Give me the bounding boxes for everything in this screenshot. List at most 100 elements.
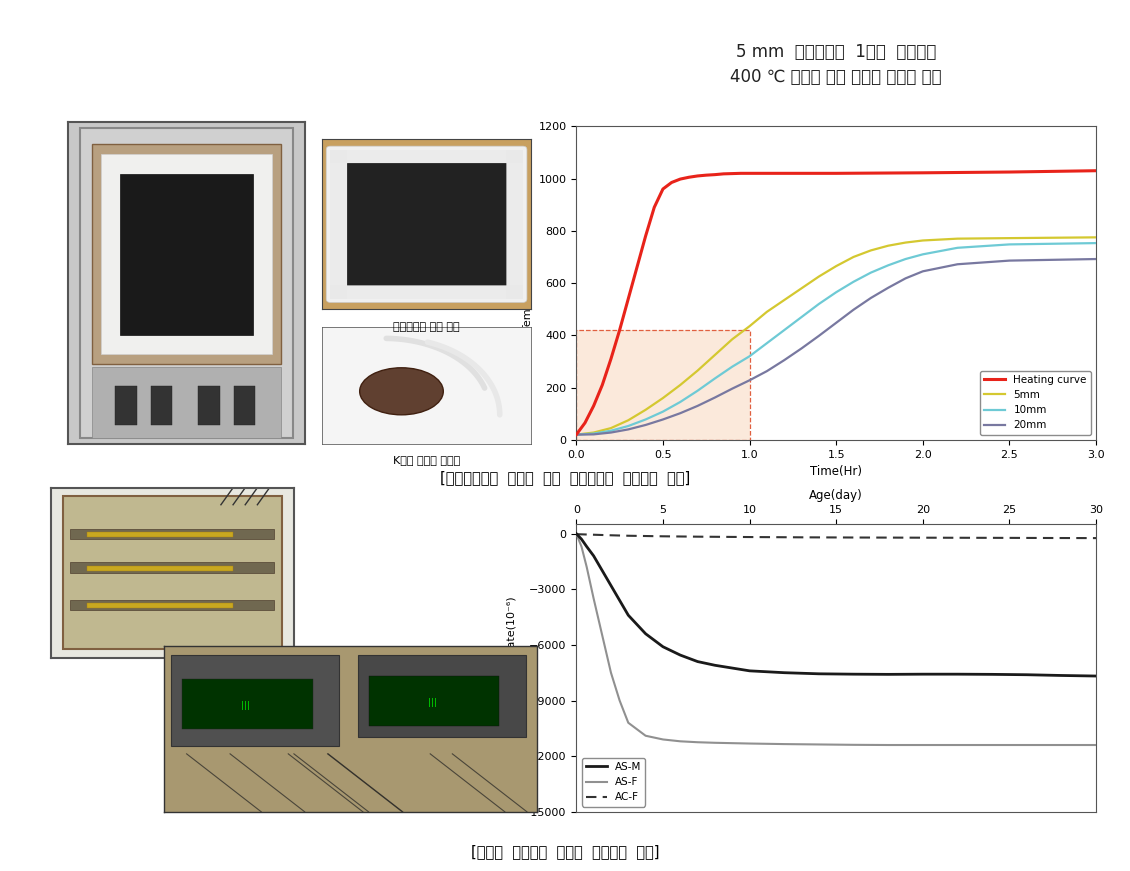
Legend: AS-M, AS-F, AC-F: AS-M, AS-F, AC-F bbox=[582, 758, 645, 807]
Text: 400 ℃ 이하로 내열 성능이 우수함 확인: 400 ℃ 이하로 내열 성능이 우수함 확인 bbox=[730, 68, 942, 85]
Bar bbox=[234, 386, 255, 425]
Text: 세라크울로 틈새 처리: 세라크울로 틈새 처리 bbox=[393, 322, 460, 332]
Bar bbox=[92, 367, 281, 438]
Heating curve bbox=[657, 184, 670, 194]
AC-F bbox=[690, 531, 704, 542]
Line: Heating curve: Heating curve bbox=[576, 171, 1096, 435]
Heating curve bbox=[829, 168, 843, 179]
AC-F bbox=[846, 532, 860, 543]
20mm bbox=[864, 293, 878, 303]
20mm bbox=[725, 383, 739, 394]
Heating curve bbox=[638, 231, 652, 241]
Bar bbox=[115, 386, 137, 425]
Heating curve bbox=[605, 354, 618, 364]
AC-F bbox=[570, 529, 583, 539]
Heating curve bbox=[709, 169, 722, 180]
AS-M bbox=[916, 669, 930, 679]
AS-M bbox=[725, 663, 739, 673]
10mm bbox=[1002, 240, 1016, 250]
5mm bbox=[777, 294, 791, 306]
Line: 20mm: 20mm bbox=[576, 259, 1096, 435]
20mm bbox=[1089, 253, 1103, 264]
AS-M bbox=[622, 610, 635, 620]
AC-F bbox=[586, 530, 600, 540]
20mm bbox=[794, 343, 808, 354]
AS-M bbox=[846, 669, 860, 679]
Bar bbox=[87, 604, 233, 608]
AS-M bbox=[1089, 671, 1103, 681]
X-axis label: Time(Hr): Time(Hr) bbox=[810, 465, 862, 478]
Heating curve bbox=[716, 169, 730, 179]
20mm bbox=[846, 305, 860, 315]
AS-M bbox=[638, 629, 652, 639]
Line: 5mm: 5mm bbox=[576, 238, 1096, 435]
10mm bbox=[846, 277, 860, 287]
AS-F bbox=[596, 631, 609, 641]
AC-F bbox=[742, 532, 756, 543]
AS-M bbox=[690, 657, 704, 667]
X-axis label: Age(day): Age(day) bbox=[809, 489, 863, 502]
10mm bbox=[829, 287, 843, 298]
Text: [전기가열로를  이용한  내화  모르타르의  이면온도  측정]: [전기가열로를 이용한 내화 모르타르의 이면온도 측정] bbox=[440, 469, 690, 485]
AS-M bbox=[777, 667, 791, 678]
AS-F bbox=[881, 739, 895, 750]
Text: 5 mm  두께에서도  1시간  이면온도: 5 mm 두께에서도 1시간 이면온도 bbox=[736, 44, 937, 61]
Bar bbox=[183, 679, 313, 729]
Bar bbox=[576, 330, 749, 440]
Bar bbox=[358, 655, 525, 737]
Heating curve bbox=[1002, 167, 1016, 178]
Y-axis label: Temperature (℃): Temperature (℃) bbox=[523, 235, 533, 331]
20mm bbox=[657, 415, 670, 425]
Text: |||: ||| bbox=[242, 701, 251, 711]
10mm bbox=[950, 243, 964, 253]
Y-axis label: Length change rate(10⁻⁶): Length change rate(10⁻⁶) bbox=[506, 597, 516, 739]
AS-M bbox=[612, 595, 626, 605]
AC-F bbox=[1002, 533, 1016, 544]
Bar bbox=[172, 655, 339, 746]
5mm bbox=[673, 380, 687, 390]
10mm bbox=[864, 267, 878, 278]
20mm bbox=[1002, 255, 1016, 266]
Bar bbox=[330, 150, 347, 299]
20mm bbox=[777, 355, 791, 366]
Heating curve bbox=[725, 168, 739, 179]
10mm bbox=[586, 429, 600, 439]
AC-F bbox=[794, 532, 808, 543]
Line: AS-F: AS-F bbox=[576, 534, 1096, 745]
5mm bbox=[846, 252, 860, 262]
Heating curve bbox=[612, 325, 626, 335]
AS-F bbox=[605, 667, 618, 678]
Line: AC-F: AC-F bbox=[576, 534, 1096, 538]
Heating curve bbox=[664, 178, 678, 188]
Bar bbox=[70, 600, 275, 610]
10mm bbox=[812, 299, 826, 309]
Bar bbox=[70, 563, 275, 573]
Bar bbox=[87, 566, 233, 571]
AS-M bbox=[709, 660, 722, 671]
10mm bbox=[622, 421, 635, 431]
AS-M bbox=[580, 542, 593, 552]
10mm bbox=[760, 338, 774, 348]
AS-F bbox=[777, 739, 791, 749]
AS-M bbox=[605, 580, 618, 591]
AS-F bbox=[622, 718, 635, 728]
Text: K타입 동원판 열전대: K타입 동원판 열전대 bbox=[393, 455, 460, 464]
Bar bbox=[506, 150, 523, 299]
Heating curve bbox=[760, 168, 774, 179]
Heating curve bbox=[1089, 165, 1103, 176]
10mm bbox=[898, 253, 912, 264]
10mm bbox=[725, 361, 739, 372]
AS-F bbox=[709, 738, 722, 748]
5mm bbox=[881, 240, 895, 251]
10mm bbox=[570, 429, 583, 440]
5mm bbox=[864, 246, 878, 256]
Bar bbox=[576, 330, 749, 440]
10mm bbox=[881, 260, 895, 271]
AS-F bbox=[690, 737, 704, 747]
Bar bbox=[92, 145, 281, 364]
AS-F bbox=[575, 542, 589, 552]
10mm bbox=[1089, 238, 1103, 248]
5mm bbox=[605, 423, 618, 434]
AS-F bbox=[638, 731, 652, 741]
20mm bbox=[622, 424, 635, 435]
